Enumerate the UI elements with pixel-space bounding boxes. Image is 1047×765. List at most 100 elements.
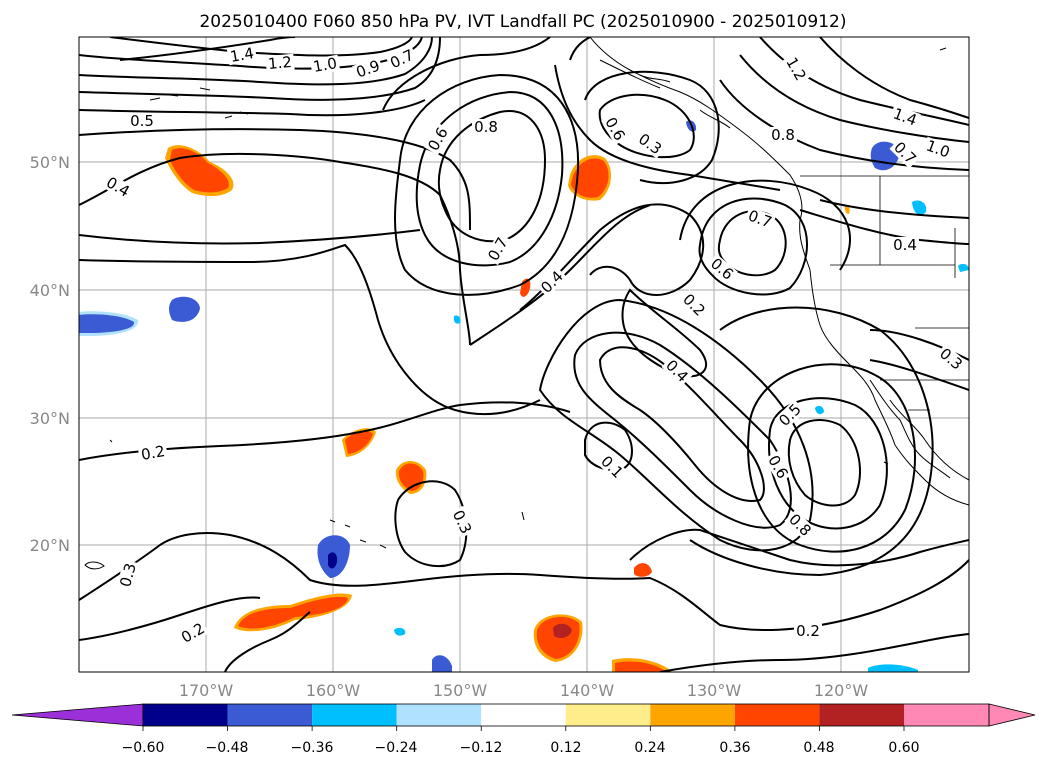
positive-anomaly-blob (170, 148, 229, 193)
contour-labels: 1.4 1.2 1.0 0.9 0.70.50.40.6 0.80.70.40.30.61… (101, 44, 967, 647)
contour-label-background (774, 399, 806, 431)
lat-label: 50°N (30, 153, 70, 172)
contour-line (869, 329, 969, 361)
contour-label-background (116, 559, 140, 591)
contour-line (415, 90, 564, 267)
coastline-small-island (84, 561, 105, 570)
positive-anomaly-blob (844, 205, 850, 214)
contour-line (819, 37, 969, 119)
colorbar-tick-label: 0.24 (634, 740, 665, 756)
negative-anomaly-blob (394, 627, 406, 636)
lon-label: 160°W (306, 681, 361, 700)
colorbar-segment (143, 704, 228, 726)
contour-line (698, 197, 808, 296)
contour-label-background (661, 355, 693, 387)
colorbar-tick-label: −0.36 (291, 740, 334, 756)
contour-label: 0.2 (140, 442, 167, 464)
contour-line (79, 99, 426, 117)
contour-label-background (784, 509, 816, 541)
contour-line (79, 128, 471, 231)
lat-label: 20°N (30, 536, 70, 555)
positive-anomaly-blob (571, 158, 609, 198)
colorbar-tick-label: 0.60 (888, 740, 919, 756)
contour-label-background (935, 343, 967, 375)
contour-label-background (309, 54, 341, 76)
contour-line (719, 79, 969, 171)
coastline-alaska-islands (599, 59, 731, 129)
negative-anomaly-blob (815, 405, 824, 415)
contour-line (759, 37, 969, 126)
contour-label: 1.0 (312, 54, 339, 76)
coastline-gulf-ca (889, 399, 969, 481)
contour-line (79, 37, 441, 101)
contour-label: 0.2 (796, 622, 820, 640)
lon-label: 130°W (687, 681, 742, 700)
coastlines (84, 37, 969, 570)
negative-anomaly-blob (169, 296, 200, 322)
contour-line (679, 179, 851, 271)
contour-label-background (889, 137, 921, 169)
colorbar: −0.60 −0.48 −0.36 −0.24 −0.12 0.12 0.24 … (11, 703, 1036, 756)
negative-anomaly-blob (79, 314, 135, 333)
coastline-baja (869, 379, 951, 479)
contour-label-background (782, 52, 810, 86)
contour-line (819, 199, 969, 219)
political-borders (800, 175, 969, 411)
contour-line (689, 306, 934, 577)
gridlines (79, 37, 969, 672)
lat-label: 30°N (30, 409, 70, 428)
contour-line (584, 421, 633, 472)
colorbar-tick-label: −0.60 (122, 740, 165, 756)
negative-anomaly-blob (912, 200, 927, 215)
colorbar-ticks (142, 726, 905, 731)
contour-line (739, 54, 969, 143)
coastline-small-island (883, 461, 889, 465)
contour-line (519, 203, 705, 311)
positive-anomaly-blob (634, 563, 652, 577)
contour-label-background (744, 206, 776, 232)
contour-line (573, 331, 792, 529)
contour-label-background (448, 505, 476, 539)
colorbar-segment (904, 704, 989, 726)
contour-label-background (176, 619, 210, 647)
contour-label-background (472, 119, 500, 135)
lon-label: 170°W (179, 681, 234, 700)
contour-label-background (764, 450, 792, 484)
colorbar-tick-label: 0.48 (803, 740, 834, 756)
coastline-small-island (109, 439, 113, 443)
contour-label-background (352, 56, 384, 82)
contour-line (437, 110, 547, 243)
figure-title: 2025010400 F060 850 hPa PV, IVT Landfall… (199, 12, 846, 32)
contour-line (79, 152, 471, 346)
positive-anomaly-blob (553, 623, 572, 638)
contour-label: 0.8 (771, 126, 795, 144)
colorbar-segment (819, 704, 904, 726)
negative-anomaly-blob (328, 552, 338, 569)
contour-line (382, 37, 551, 111)
contour-label-background (484, 232, 512, 266)
map-content (79, 37, 969, 672)
negative-anomaly-blob (868, 664, 918, 672)
contour-line (869, 359, 969, 391)
positive-anomaly-blob (615, 661, 666, 672)
lon-label: 150°W (433, 681, 488, 700)
contour-line (394, 480, 468, 568)
coastline-north-america (589, 37, 969, 506)
contour-label-background (601, 112, 629, 146)
negative-anomaly-blob (958, 263, 969, 272)
contour-label-background (889, 104, 921, 130)
contour-label-background (137, 442, 169, 464)
contour-label-background (633, 129, 667, 159)
contour-label: 1.4 (229, 44, 256, 66)
lon-label: 120°W (814, 681, 869, 700)
lat-label: 40°N (30, 281, 70, 300)
colorbar-tick-label: 0.36 (719, 740, 750, 756)
pv-contours (79, 37, 969, 672)
colorbar-segment (312, 704, 397, 726)
colorbar-extend-min (11, 703, 144, 727)
colorbar-segment (734, 704, 820, 726)
contour-line (79, 243, 541, 416)
contour-line (538, 298, 814, 552)
contour-label-background (794, 623, 822, 639)
contour-line (768, 397, 888, 530)
